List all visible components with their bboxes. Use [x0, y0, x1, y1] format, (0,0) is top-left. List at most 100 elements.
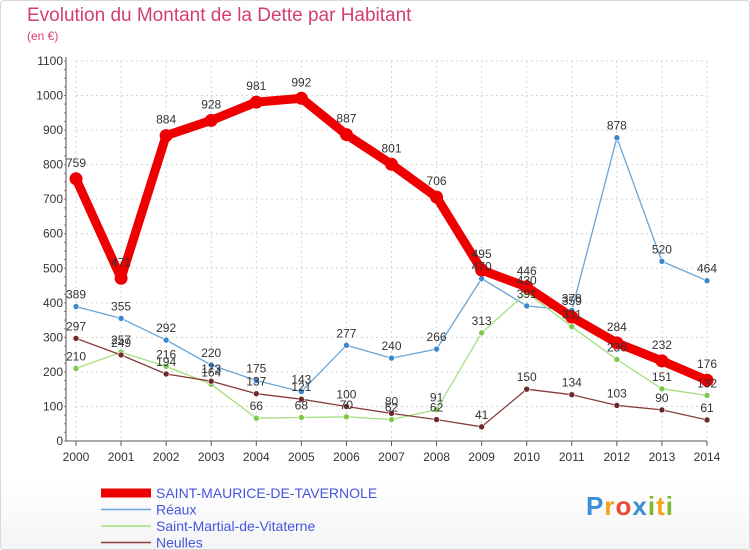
data-label-2: 91: [430, 391, 444, 405]
series-point-1: [207, 361, 215, 369]
data-label-0: 801: [381, 141, 401, 155]
y-tick-label: 900: [43, 123, 63, 137]
chart-subtitle: (en €): [27, 29, 59, 43]
series-point-2: [162, 363, 170, 370]
value-labels: 389 355 292 220 175 143 277 240 266 470 391 378 878 5…: [66, 75, 717, 422]
data-label-3: 194: [156, 355, 176, 369]
data-label-1: 464: [697, 262, 717, 276]
data-label-1: 175: [246, 362, 266, 376]
y-tick-label: 1100: [37, 54, 63, 68]
y-tick-label: 100: [43, 399, 63, 413]
data-label-2: 132: [697, 376, 717, 390]
legend-label-2: Saint-Martial-de-Vitaterne: [156, 518, 315, 534]
data-label-2: 210: [66, 349, 86, 363]
series-point-0: [520, 280, 534, 294]
data-label-2: 62: [385, 401, 399, 415]
data-label-0: 884: [156, 113, 176, 127]
data-label-0: 928: [201, 97, 221, 111]
data-label-0: 284: [607, 320, 627, 334]
x-tick-label: 2011: [559, 450, 585, 464]
series-point-1: [343, 342, 350, 349]
data-label-0: 887: [336, 112, 356, 126]
series-point-2: [478, 329, 485, 337]
data-label-0: 176: [697, 357, 717, 371]
series-point-0: [655, 354, 669, 368]
legend-label-0: SAINT-MAURICE-DE-TAVERNOLE: [156, 485, 377, 501]
data-label-3: 150: [517, 370, 537, 384]
series-point-3: [252, 390, 260, 397]
data-label-2: 430: [517, 273, 537, 287]
data-label-2: 331: [562, 308, 582, 322]
x-tick-label: 2004: [243, 450, 270, 464]
data-label-2: 70: [340, 398, 354, 412]
logo-letter: P: [586, 491, 605, 521]
x-tick-label: 2007: [378, 450, 405, 464]
series-point-0: [204, 113, 218, 127]
data-label-2: 257: [111, 333, 131, 347]
y-tick-label: 600: [43, 227, 63, 241]
series-point-0: [700, 373, 714, 387]
series-point-3: [658, 406, 666, 414]
series-point-0: [159, 129, 173, 143]
series-point-0: [249, 95, 263, 109]
data-label-0: 471: [111, 255, 131, 269]
series-point-3: [343, 403, 350, 410]
data-label-3: 137: [246, 375, 266, 389]
data-label-0: 359: [562, 294, 582, 308]
x-tick-label: 2005: [288, 450, 315, 464]
x-tick-label: 2009: [468, 450, 495, 464]
x-tick-label: 2013: [649, 450, 676, 464]
data-label-1: 470: [472, 260, 492, 274]
data-label-3: 103: [607, 386, 627, 400]
y-tick-label: 500: [43, 261, 63, 275]
proxiti-logo: Proxiti: [586, 491, 674, 522]
series-point-3: [478, 423, 485, 431]
series-point-3: [568, 391, 576, 399]
legend-label-3: Neulles: [156, 535, 203, 550]
series-point-2: [568, 323, 576, 330]
series-point-2: [72, 365, 80, 372]
series-point-0: [610, 336, 624, 350]
series-point-1: [388, 354, 395, 362]
data-label-1: 389: [66, 288, 86, 302]
x-tick-label: 2014: [694, 450, 721, 464]
data-label-1: 266: [427, 330, 447, 344]
data-label-2: 66: [250, 399, 264, 413]
legend: SAINT-MAURICE-DE-TAVERNOLERéauxSaint-Mar…: [101, 485, 377, 549]
series-point-1: [523, 302, 531, 310]
series-point-0: [430, 190, 444, 204]
data-label-3: 61: [700, 401, 714, 415]
data-label-1: 240: [381, 339, 401, 353]
chart-title: Evolution du Montant de la Dette par Hab…: [27, 5, 412, 26]
x-tick-label: 2000: [63, 450, 90, 464]
series-point-1: [703, 277, 711, 285]
y-tick-label: 0: [56, 434, 63, 448]
data-label-3: 100: [336, 387, 356, 401]
data-label-0: 232: [652, 338, 672, 352]
data-label-3: 41: [475, 408, 489, 422]
data-label-1: 391: [517, 287, 537, 301]
series-point-3: [523, 385, 531, 393]
series-point-0: [339, 128, 353, 142]
series-point-1: [252, 377, 260, 384]
series-point-1: [613, 134, 621, 141]
x-tick-label: 2012: [604, 450, 631, 464]
data-label-2: 236: [607, 340, 627, 354]
axes: 0 100 200 300 400 500 600 700 800 900 1000 1100 2000…: [36, 54, 720, 464]
series-point-3: [117, 351, 125, 359]
data-label-0: 981: [246, 79, 266, 93]
x-tick-label: 2008: [423, 450, 450, 464]
x-tick-label: 2001: [108, 450, 135, 464]
series-point-0: [114, 271, 128, 285]
data-label-1: 378: [562, 291, 582, 305]
series-point-1: [162, 336, 170, 344]
x-tick-label: 2006: [333, 450, 360, 464]
data-label-0: 706: [427, 174, 447, 188]
data-label-2: 313: [472, 314, 492, 328]
x-tick-label: 2002: [153, 450, 180, 464]
data-label-1: 220: [201, 346, 221, 360]
logo-letter: t: [656, 491, 666, 521]
series-point-0: [294, 91, 308, 105]
